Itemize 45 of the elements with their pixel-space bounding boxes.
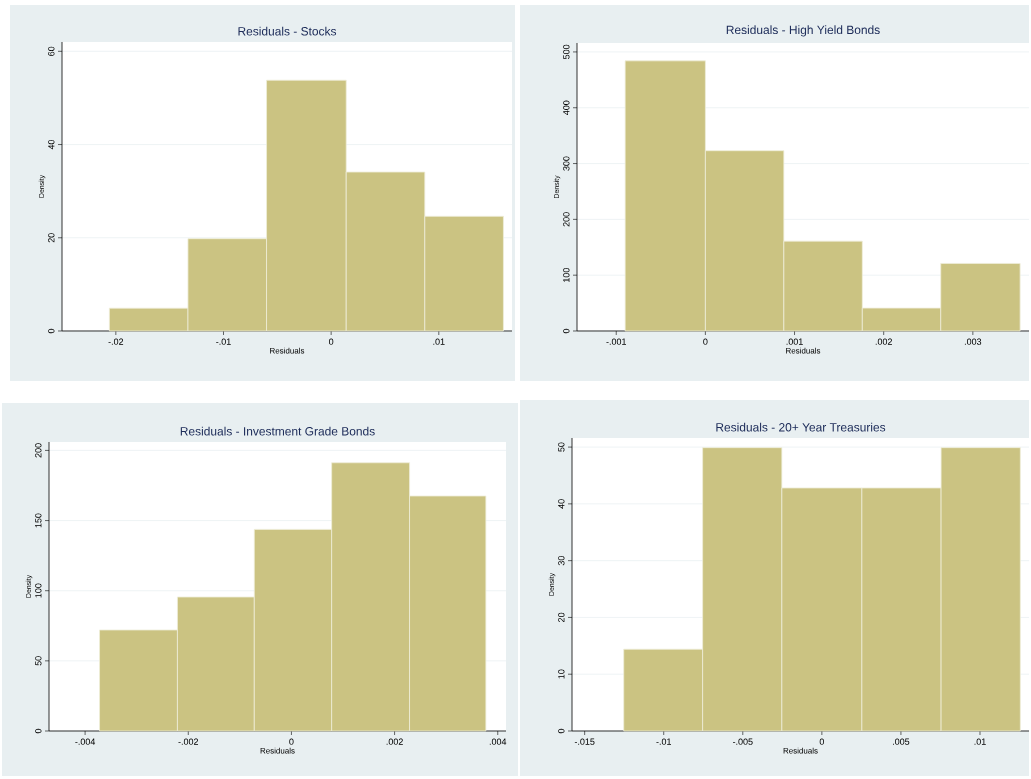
- y-tick-label: 20: [48, 233, 55, 243]
- y-tick-label: 300: [563, 156, 570, 171]
- x-tick-label: -.015: [574, 738, 595, 745]
- x-tick-label: -.005: [732, 738, 753, 745]
- y-tick-label: 60: [48, 46, 55, 56]
- y-tick-label: 10: [558, 669, 565, 679]
- x-tick-label: -.002: [178, 738, 199, 745]
- y-tick-label: 50: [558, 442, 565, 452]
- x-tick-label: .01: [974, 738, 986, 745]
- x-tick-label: .004: [489, 738, 507, 745]
- x-tick-label: -.01: [216, 338, 231, 345]
- y-tick-label: 40: [558, 499, 565, 509]
- y-tick-label: 200: [35, 443, 42, 458]
- chart-title: Residuals - Stocks: [238, 26, 337, 36]
- y-tick-label: 500: [563, 44, 570, 60]
- y-tick-label: 400: [563, 100, 570, 116]
- y-tick-label: 200: [563, 212, 570, 227]
- chart-title: Residuals - Investment Grade Bonds: [180, 426, 375, 436]
- y-tick-label: 150: [35, 513, 42, 528]
- x-tick-label: .005: [893, 738, 910, 745]
- x-tick-label: 0: [819, 738, 825, 745]
- y-tick-label: 50: [35, 656, 42, 666]
- y-tick-label: 0: [48, 328, 55, 334]
- x-tick-label: .002: [386, 738, 403, 745]
- y-tick-label: 0: [35, 728, 42, 734]
- x-tick-label: .001: [786, 338, 803, 345]
- x-tick-label: .002: [875, 338, 892, 345]
- x-tick-label: 0: [289, 738, 294, 745]
- x-tick-label: -.004: [75, 738, 96, 745]
- x-tick-label: -.001: [606, 338, 627, 345]
- x-tick-label: .01: [433, 338, 445, 345]
- y-tick-label: 100: [35, 583, 42, 598]
- x-tick-label: -.01: [656, 738, 672, 745]
- y-tick-label: 40: [48, 139, 55, 150]
- y-tick-label: 20: [558, 612, 565, 622]
- y-tick-label: 0: [558, 728, 565, 734]
- y-tick-label: 100: [563, 268, 570, 282]
- chart-title: Residuals - 20+ Year Treasuries: [716, 422, 886, 432]
- x-tick-label: -.02: [108, 338, 124, 345]
- x-tick-label: 0: [328, 338, 334, 345]
- chart-title: Residuals - High Yield Bonds: [726, 25, 880, 37]
- x-tick-label: .003: [964, 338, 982, 345]
- y-tick-label: 0: [563, 328, 570, 334]
- x-tick-label: 0: [703, 338, 708, 345]
- y-tick-label: 30: [558, 556, 565, 566]
